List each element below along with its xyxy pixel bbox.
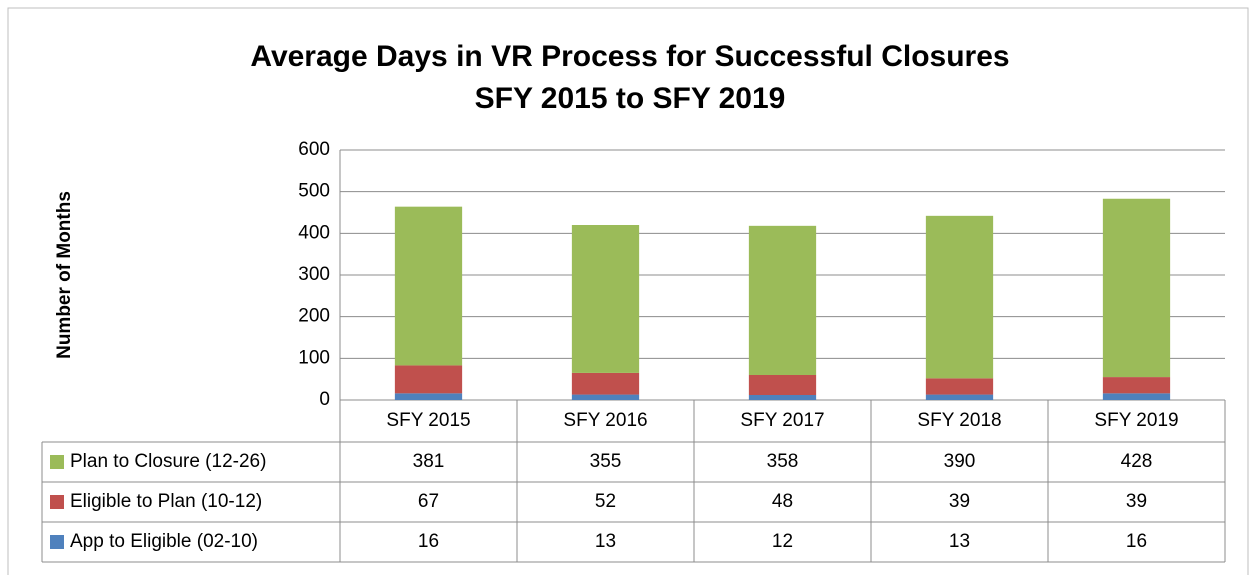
legend-swatch (50, 535, 64, 549)
bar-segment (394, 393, 463, 400)
table-value: 355 (590, 451, 622, 472)
bar-segment (571, 394, 640, 400)
table-value: 13 (595, 531, 616, 552)
table-value: 16 (418, 531, 439, 552)
table-value: 428 (1121, 451, 1153, 472)
table-value: 12 (772, 531, 793, 552)
table-value: 381 (413, 451, 445, 472)
x-tick-label: SFY 2015 (386, 410, 470, 431)
bar-segment (925, 394, 994, 400)
x-tick-label: SFY 2018 (917, 410, 1001, 431)
chart-title: Average Days in VR Process for Successfu… (250, 40, 1009, 73)
table-value: 16 (1126, 531, 1147, 552)
y-tick-label: 200 (298, 306, 330, 327)
y-tick-label: 0 (319, 389, 330, 410)
bar-segment (748, 375, 817, 395)
bar-segment (571, 372, 640, 395)
y-tick-label: 100 (298, 347, 330, 368)
y-axis-label: Number of Months (54, 191, 75, 359)
bar-segment (1102, 377, 1171, 394)
legend-label: Plan to Closure (12-26) (70, 451, 266, 472)
x-tick-label: SFY 2017 (740, 410, 824, 431)
table-value: 13 (949, 531, 970, 552)
bar-segment (394, 206, 463, 366)
legend-swatch (50, 455, 64, 469)
bar-segment (571, 225, 640, 373)
table-value: 48 (772, 491, 793, 512)
x-tick-label: SFY 2016 (563, 410, 647, 431)
table-value: 358 (767, 451, 799, 472)
bar-segment (925, 378, 994, 395)
bar-segment (1102, 393, 1171, 400)
bar-segment (748, 395, 817, 400)
y-tick-label: 500 (298, 181, 330, 202)
legend-swatch (50, 495, 64, 509)
y-tick-label: 600 (298, 139, 330, 160)
bar-segment (1102, 198, 1171, 378)
table-value: 52 (595, 491, 616, 512)
bar-segment (394, 365, 463, 394)
table-value: 67 (418, 491, 439, 512)
bar-segment (925, 215, 994, 379)
chart-subtitle: SFY 2015 to SFY 2019 (475, 82, 786, 115)
table-value: 39 (949, 491, 970, 512)
x-tick-label: SFY 2019 (1094, 410, 1178, 431)
legend-label: Eligible to Plan (10-12) (70, 491, 262, 512)
legend-label: App to Eligible (02-10) (70, 531, 258, 552)
table-value: 390 (944, 451, 976, 472)
y-tick-label: 400 (298, 222, 330, 243)
y-tick-label: 300 (298, 264, 330, 285)
table-value: 39 (1126, 491, 1147, 512)
bar-segment (748, 225, 817, 375)
